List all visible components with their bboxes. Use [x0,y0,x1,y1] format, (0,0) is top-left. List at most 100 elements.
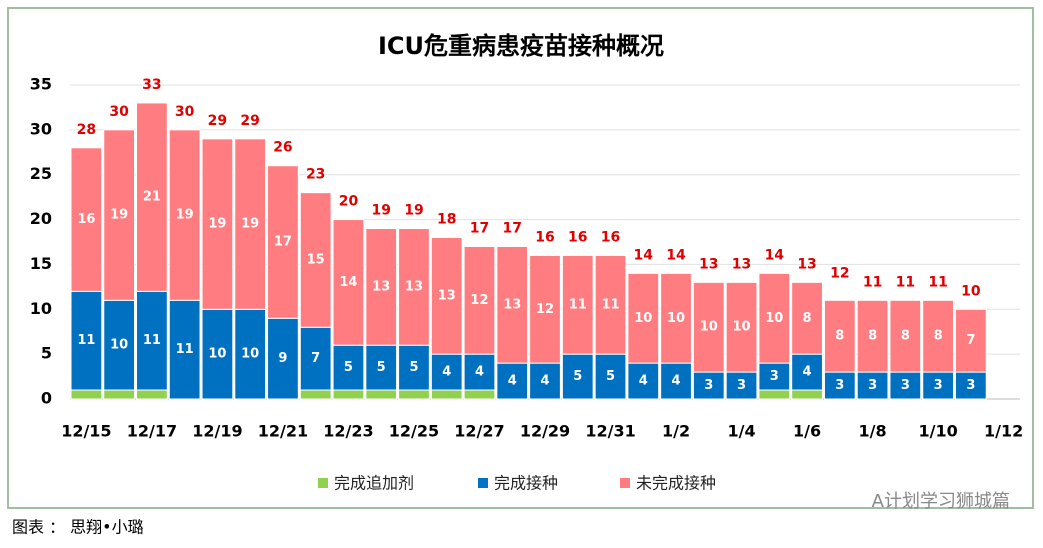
bar-segment [758,389,791,400]
bar-segment [398,344,430,391]
data-label: 11 [601,297,619,312]
bar-segment [299,326,332,391]
bar-segment [627,272,660,364]
data-label: 19 [241,217,259,232]
bar-segment [529,254,561,364]
bar-segment [660,362,692,400]
total-label: 30 [175,104,195,120]
data-label: 10 [765,311,783,326]
bar-segment [463,353,496,391]
data-label: 5 [377,360,386,375]
bar-segment [430,237,463,355]
bar-segment [70,147,103,292]
data-label: 12 [470,293,488,308]
bar-segment [234,138,267,310]
bar-segment [692,371,725,400]
total-label: 11 [928,274,947,290]
x-tick-label: 12/15 [61,422,111,441]
x-tick-label: 1/6 [793,422,821,441]
bar-segment [463,389,496,400]
legend-label: 完成接种 [494,474,558,493]
bar-segment [529,362,561,400]
total-label: 29 [240,113,259,129]
total-label: 14 [666,247,686,263]
data-label: 11 [176,342,194,357]
data-label: 11 [569,297,587,312]
data-label: 9 [278,351,287,366]
data-label: 19 [110,208,128,223]
x-tick-label: 12/29 [520,422,570,441]
total-label: 11 [896,274,915,290]
data-label: 4 [540,374,549,389]
data-label: 3 [835,378,844,393]
bar-segment [201,138,234,310]
total-label: 20 [339,194,359,210]
y-tick-label: 25 [30,164,52,183]
bar-segment [365,389,398,400]
y-tick-label: 35 [30,75,52,94]
bar-segment [561,254,594,355]
data-label: 10 [241,347,259,362]
data-label: 13 [438,288,456,303]
bar-segment [954,308,987,373]
y-tick-label: 0 [41,389,52,408]
data-label: 8 [868,329,877,344]
bar-segment [299,389,332,400]
data-label: 21 [143,190,161,205]
data-label: 4 [672,374,681,389]
data-label: 12 [536,302,554,317]
data-label: 8 [803,311,812,326]
bar-segment [954,371,987,400]
data-label: 10 [110,338,128,353]
bar-segment [299,192,332,328]
total-label: 13 [732,256,751,272]
total-label: 26 [273,140,292,156]
data-label: 19 [208,217,226,232]
total-label: 18 [437,212,456,228]
data-label: 10 [700,320,718,335]
bar-segment [823,299,856,373]
total-label: 29 [208,113,227,129]
data-label: 10 [634,311,652,326]
total-label: 30 [109,104,129,120]
bar-segment [332,219,365,346]
data-label: 16 [77,212,95,227]
bar-segment [692,281,725,373]
x-tick-label: 12/21 [258,422,308,441]
data-label: 3 [770,369,779,384]
bar-segment [332,389,365,400]
bar-segment [70,290,103,391]
bar-segment [267,317,299,400]
total-label: 16 [568,229,587,245]
bar-segment [168,299,201,400]
data-label: 7 [311,351,320,366]
chart-frame [7,7,1034,509]
total-label: 14 [765,247,785,263]
bar-segment [201,308,234,400]
bar-segment [496,245,529,364]
bar-segment [136,102,168,292]
bar-segment [922,371,954,400]
data-label: 5 [344,360,353,375]
legend-label: 完成追加剂 [334,474,414,493]
data-label: 8 [934,329,943,344]
data-label: 4 [442,365,451,380]
x-tick-label: 1/2 [662,422,690,441]
total-label: 19 [371,203,390,219]
bar-segment [594,254,627,355]
total-label: 17 [470,220,489,236]
data-label: 8 [835,329,844,344]
data-label: 4 [475,365,484,380]
data-label: 3 [934,378,943,393]
total-label: 33 [142,77,161,93]
x-tick-label: 1/12 [984,422,1023,441]
data-label: 15 [307,252,325,267]
data-label: 14 [339,275,357,290]
x-tick-label: 12/19 [192,422,242,441]
data-label: 4 [803,365,812,380]
x-tick-label: 12/27 [454,422,504,441]
y-tick-label: 20 [30,209,52,228]
data-label: 7 [966,333,975,348]
bar-segment [463,245,496,355]
